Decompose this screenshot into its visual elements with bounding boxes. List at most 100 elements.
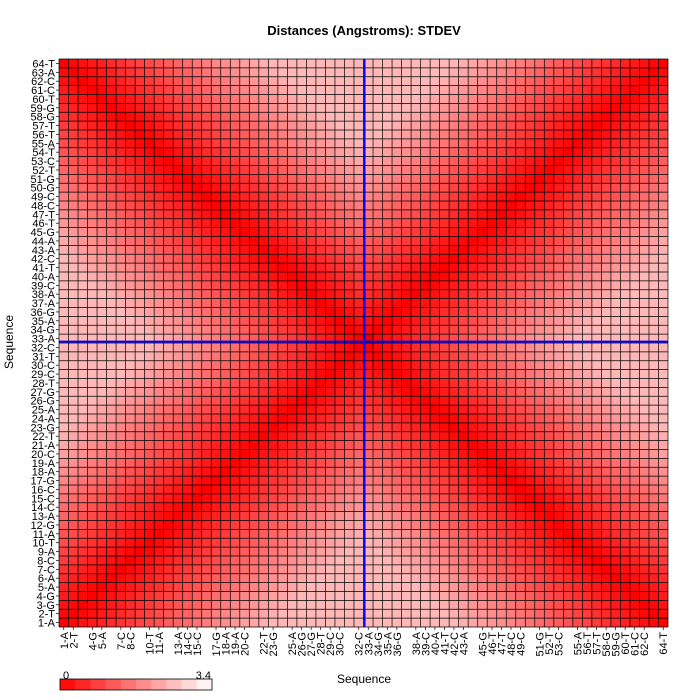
heatmap-cell[interactable] — [572, 307, 583, 317]
heatmap-cell[interactable] — [211, 94, 221, 104]
heatmap-cell[interactable] — [192, 529, 202, 539]
heatmap-cell[interactable] — [506, 183, 516, 193]
heatmap-cell[interactable] — [515, 94, 526, 104]
heatmap-cell[interactable] — [334, 156, 345, 166]
heatmap-cell[interactable] — [230, 458, 240, 468]
heatmap-cell[interactable] — [353, 245, 364, 255]
heatmap-cell[interactable] — [401, 458, 412, 468]
heatmap-cell[interactable] — [116, 183, 126, 193]
heatmap-cell[interactable] — [620, 538, 630, 548]
heatmap-cell[interactable] — [163, 458, 174, 468]
heatmap-cell[interactable] — [449, 422, 459, 432]
heatmap-cell[interactable] — [154, 600, 164, 610]
heatmap-cell[interactable] — [439, 476, 450, 486]
heatmap-cell[interactable] — [449, 85, 459, 95]
heatmap-cell[interactable] — [97, 280, 107, 290]
heatmap-cell[interactable] — [648, 467, 659, 477]
heatmap-cell[interactable] — [87, 609, 98, 619]
heatmap-cell[interactable] — [287, 538, 297, 548]
heatmap-cell[interactable] — [192, 218, 202, 228]
heatmap-cell[interactable] — [211, 236, 221, 246]
heatmap-cell[interactable] — [87, 76, 98, 86]
heatmap-cell[interactable] — [658, 94, 669, 104]
heatmap-cell[interactable] — [249, 422, 259, 432]
heatmap-cell[interactable] — [648, 254, 659, 264]
heatmap-cell[interactable] — [315, 600, 326, 610]
heatmap-cell[interactable] — [506, 334, 516, 344]
heatmap-cell[interactable] — [430, 591, 440, 601]
heatmap-cell[interactable] — [468, 272, 478, 281]
heatmap-cell[interactable] — [315, 502, 326, 512]
heatmap-cell[interactable] — [601, 227, 611, 237]
heatmap-cell[interactable] — [534, 192, 545, 202]
heatmap-cell[interactable] — [468, 547, 478, 557]
heatmap-cell[interactable] — [116, 59, 126, 68]
heatmap-cell[interactable] — [353, 449, 364, 459]
heatmap-cell[interactable] — [268, 547, 278, 557]
heatmap-cell[interactable] — [144, 121, 155, 131]
heatmap-cell[interactable] — [182, 85, 193, 95]
heatmap-cell[interactable] — [496, 218, 507, 228]
heatmap-cell[interactable] — [201, 85, 212, 95]
heatmap-cell[interactable] — [401, 556, 412, 565]
heatmap-cell[interactable] — [249, 511, 259, 521]
heatmap-cell[interactable] — [173, 218, 183, 228]
heatmap-cell[interactable] — [239, 289, 250, 299]
heatmap-cell[interactable] — [220, 449, 231, 459]
heatmap-cell[interactable] — [477, 218, 488, 228]
heatmap-cell[interactable] — [601, 334, 611, 344]
heatmap-cell[interactable] — [268, 556, 278, 565]
heatmap-cell[interactable] — [201, 227, 212, 237]
heatmap-cell[interactable] — [420, 573, 431, 583]
heatmap-cell[interactable] — [334, 85, 345, 95]
heatmap-cell[interactable] — [268, 218, 278, 228]
heatmap-cell[interactable] — [591, 165, 602, 175]
heatmap-cell[interactable] — [563, 183, 573, 193]
heatmap-cell[interactable] — [544, 591, 554, 601]
heatmap-cell[interactable] — [287, 582, 297, 592]
heatmap-cell[interactable] — [68, 511, 79, 521]
heatmap-cell[interactable] — [610, 422, 621, 432]
heatmap-cell[interactable] — [382, 334, 393, 344]
heatmap-cell[interactable] — [496, 564, 507, 574]
heatmap-cell[interactable] — [373, 112, 383, 122]
heatmap-cell[interactable] — [468, 254, 478, 264]
heatmap-cell[interactable] — [163, 591, 174, 601]
heatmap-cell[interactable] — [116, 378, 126, 388]
heatmap-cell[interactable] — [658, 564, 669, 574]
heatmap-cell[interactable] — [496, 67, 507, 77]
heatmap-cell[interactable] — [287, 396, 297, 406]
heatmap-cell[interactable] — [230, 201, 240, 210]
heatmap-cell[interactable] — [639, 280, 650, 290]
heatmap-cell[interactable] — [525, 458, 535, 468]
heatmap-cell[interactable] — [591, 147, 602, 157]
heatmap-cell[interactable] — [629, 343, 640, 352]
heatmap-cell[interactable] — [163, 556, 174, 565]
heatmap-cell[interactable] — [59, 538, 69, 548]
heatmap-cell[interactable] — [249, 147, 259, 157]
heatmap-cell[interactable] — [201, 67, 212, 77]
heatmap-cell[interactable] — [572, 209, 583, 219]
heatmap-cell[interactable] — [268, 201, 278, 210]
heatmap-cell[interactable] — [315, 201, 326, 210]
heatmap-cell[interactable] — [230, 414, 240, 423]
heatmap-cell[interactable] — [411, 76, 421, 86]
heatmap-cell[interactable] — [239, 511, 250, 521]
heatmap-cell[interactable] — [296, 165, 307, 175]
heatmap-cell[interactable] — [629, 112, 640, 122]
heatmap-cell[interactable] — [230, 547, 240, 557]
heatmap-cell[interactable] — [401, 396, 412, 406]
heatmap-cell[interactable] — [296, 564, 307, 574]
heatmap-cell[interactable] — [106, 458, 117, 468]
heatmap-cell[interactable] — [344, 511, 355, 521]
heatmap-cell[interactable] — [268, 192, 278, 202]
heatmap-cell[interactable] — [68, 538, 79, 548]
heatmap-cell[interactable] — [439, 316, 450, 326]
heatmap-cell[interactable] — [125, 609, 136, 619]
heatmap-cell[interactable] — [125, 85, 136, 95]
heatmap-cell[interactable] — [192, 103, 202, 113]
heatmap-cell[interactable] — [201, 76, 212, 86]
heatmap-cell[interactable] — [306, 502, 316, 512]
heatmap-cell[interactable] — [334, 254, 345, 264]
heatmap-cell[interactable] — [373, 502, 383, 512]
